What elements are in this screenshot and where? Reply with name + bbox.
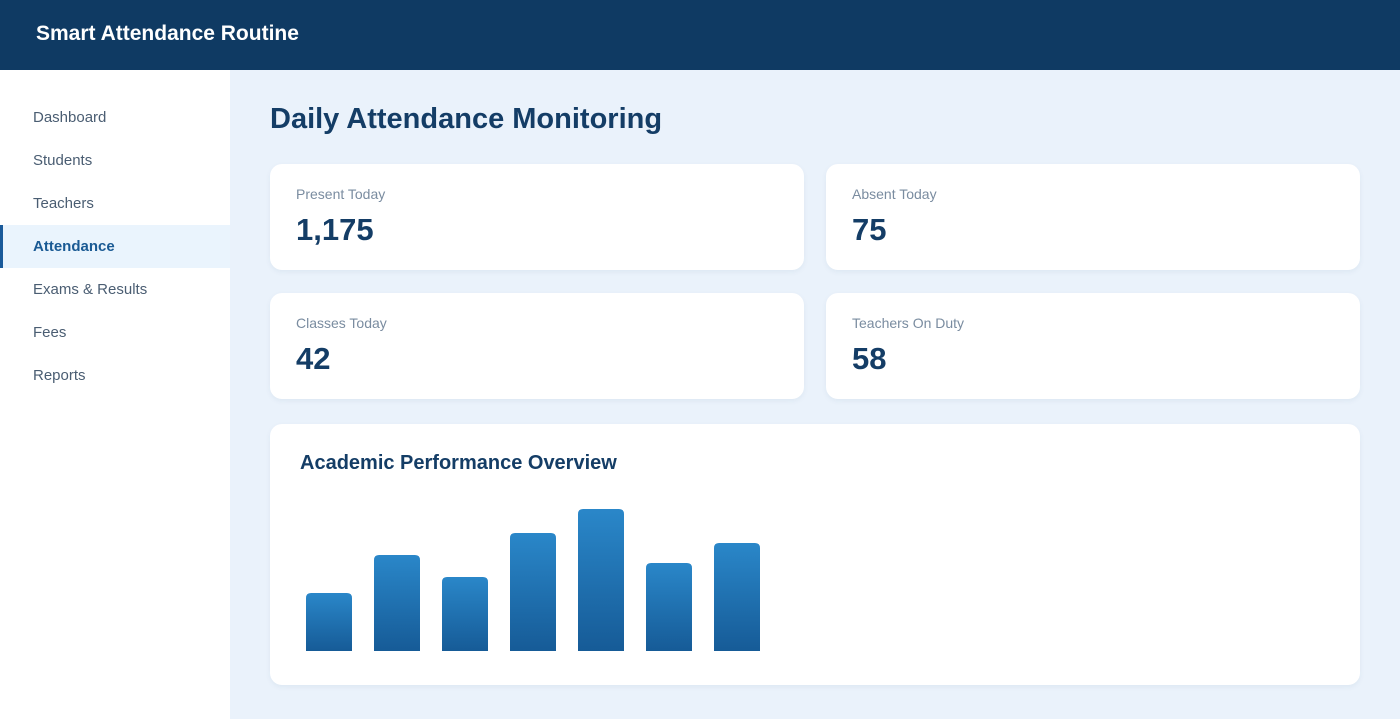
stat-label: Teachers On Duty (852, 315, 965, 331)
nav-item[interactable]: Fees (33, 324, 67, 341)
nav-item[interactable]: Dashboard (33, 109, 107, 126)
nav-item[interactable]: Students (33, 152, 93, 169)
page-title: Daily Attendance Monitoring (270, 103, 663, 135)
stat-card: Absent Today 75 (826, 164, 1360, 270)
stat-value: 58 (852, 341, 887, 376)
bar (374, 555, 420, 651)
stat-card: Classes Today 42 (270, 293, 804, 399)
stat-label: Absent Today (852, 186, 937, 202)
nav-item[interactable]: Teachers (33, 195, 94, 212)
nav-item[interactable]: Exams & Results (33, 281, 148, 298)
bar (578, 509, 624, 651)
stat-value: 75 (852, 212, 887, 247)
bar (510, 533, 556, 651)
stat-value: 1,175 (296, 212, 374, 247)
nav-item[interactable]: Attendance (0, 225, 230, 268)
header: Smart Attendance Routine (0, 0, 1400, 70)
stat-value: 42 (296, 341, 331, 376)
bar (646, 563, 692, 651)
chart-title: Academic Performance Overview (300, 452, 617, 474)
chart-card: Academic Performance Overview (270, 424, 1360, 685)
stat-card: Present Today 1,175 (270, 164, 804, 270)
stat-label: Present Today (296, 186, 386, 202)
app-title: Smart Attendance Routine (36, 22, 299, 45)
bar (442, 577, 488, 651)
nav-item[interactable]: Reports (33, 367, 86, 384)
sidebar: Dashboard Students Teachers Attendance Exams… (0, 70, 230, 719)
bar (306, 593, 352, 651)
stat-card: Teachers On Duty 58 (826, 293, 1360, 399)
chart (306, 509, 760, 651)
stat-label: Classes Today (296, 315, 387, 331)
bar (714, 543, 760, 651)
